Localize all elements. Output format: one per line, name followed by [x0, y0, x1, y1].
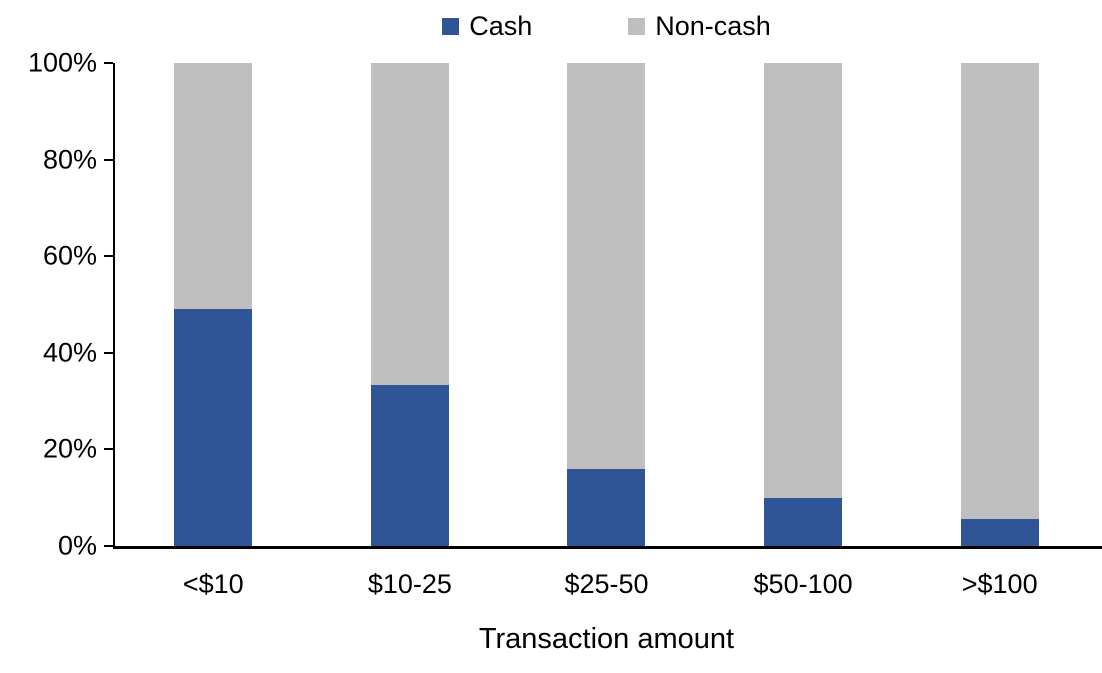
noncash-bar-segment — [764, 63, 843, 499]
cash-bar-segment — [764, 498, 843, 546]
x-axis-title: Transaction amount — [478, 623, 735, 655]
x-tick-label: $25-50 — [564, 569, 649, 599]
plot-area — [115, 63, 1098, 546]
cash-bar-segment — [370, 384, 449, 546]
cash-bar-segment — [960, 518, 1039, 546]
noncash-bar-segment — [174, 63, 253, 310]
y-axis-tick — [104, 448, 113, 451]
noncash-bar-segment — [567, 63, 646, 470]
bar-$50-100 — [764, 63, 843, 546]
bar-slot — [705, 63, 902, 546]
noncash-legend-swatch-icon — [628, 18, 646, 36]
y-axis-line — [113, 63, 115, 549]
y-tick-label: 80% — [42, 144, 97, 175]
bar-slot — [508, 63, 705, 546]
y-tick-label: 60% — [42, 240, 97, 271]
cash-bar-segment — [567, 469, 646, 546]
noncash-bar-segment — [370, 63, 449, 385]
y-axis-tick — [104, 158, 113, 161]
bar-$10-25 — [370, 63, 449, 546]
bar-slot — [312, 63, 509, 546]
y-axis-tick — [104, 545, 113, 547]
x-tick-label: <$10 — [182, 569, 244, 599]
x-tick-label: $50-100 — [753, 569, 853, 599]
x-axis-tick-labels: <$10 $10-25 $25-50 $50-100 >$100 — [115, 568, 1098, 600]
x-axis-line — [113, 546, 1102, 549]
legend-item-noncash: Non-cash — [628, 11, 771, 42]
y-axis-tick — [104, 255, 113, 258]
cash-legend-swatch-icon — [442, 18, 460, 36]
y-tick-label: 20% — [42, 433, 97, 464]
y-axis-tick-labels: 0% 20% 40% 60% 80% 100% — [0, 49, 97, 559]
y-tick-label: 100% — [27, 47, 97, 78]
x-tick-label: $10-25 — [367, 569, 452, 599]
legend-label-noncash: Non-cash — [655, 11, 771, 41]
legend-label-cash: Cash — [469, 11, 533, 41]
bar-<$10 — [174, 63, 253, 546]
bar-slot — [901, 63, 1098, 546]
x-tick-label: >$100 — [961, 569, 1038, 599]
y-tick-label: 0% — [57, 530, 97, 561]
y-axis-ticks — [104, 62, 113, 547]
chart-legend: Cash Non-cash — [115, 11, 1098, 42]
legend-item-cash: Cash — [442, 11, 533, 42]
y-axis-tick — [104, 351, 113, 354]
y-axis-tick — [104, 62, 113, 64]
bar-slot — [115, 63, 312, 546]
y-tick-label: 40% — [42, 337, 97, 368]
bar->$100 — [960, 63, 1039, 546]
bar-$25-50 — [567, 63, 646, 546]
noncash-bar-segment — [960, 63, 1039, 519]
cash-bar-segment — [174, 309, 253, 546]
